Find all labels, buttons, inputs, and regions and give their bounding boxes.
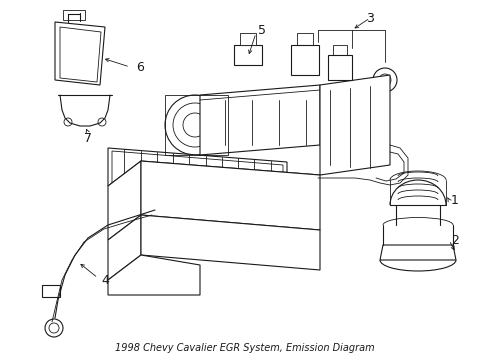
Polygon shape — [108, 161, 319, 200]
Text: 7: 7 — [84, 131, 92, 144]
Bar — [63, 10, 85, 20]
Polygon shape — [319, 75, 389, 175]
Polygon shape — [55, 22, 105, 85]
Bar — [332, 45, 346, 55]
Text: 5: 5 — [258, 23, 265, 36]
Polygon shape — [327, 55, 351, 80]
Polygon shape — [108, 148, 286, 200]
Bar — [296, 33, 312, 45]
Polygon shape — [141, 161, 319, 230]
Text: 1998 Chevy Cavalier EGR System, Emission Diagram: 1998 Chevy Cavalier EGR System, Emission… — [115, 343, 374, 353]
Text: 2: 2 — [450, 234, 458, 247]
Bar — [234, 45, 262, 65]
Bar — [334, 105, 354, 123]
Polygon shape — [200, 85, 319, 155]
Polygon shape — [379, 245, 455, 260]
Text: 6: 6 — [136, 60, 143, 73]
Polygon shape — [108, 161, 141, 240]
Text: 1: 1 — [450, 194, 458, 207]
Polygon shape — [108, 215, 141, 280]
Polygon shape — [141, 215, 319, 270]
Text: 3: 3 — [366, 12, 373, 24]
Polygon shape — [108, 255, 200, 295]
Bar — [240, 33, 256, 45]
Bar — [42, 285, 60, 297]
Circle shape — [164, 95, 224, 155]
Polygon shape — [290, 45, 318, 75]
Text: 4: 4 — [101, 274, 109, 287]
